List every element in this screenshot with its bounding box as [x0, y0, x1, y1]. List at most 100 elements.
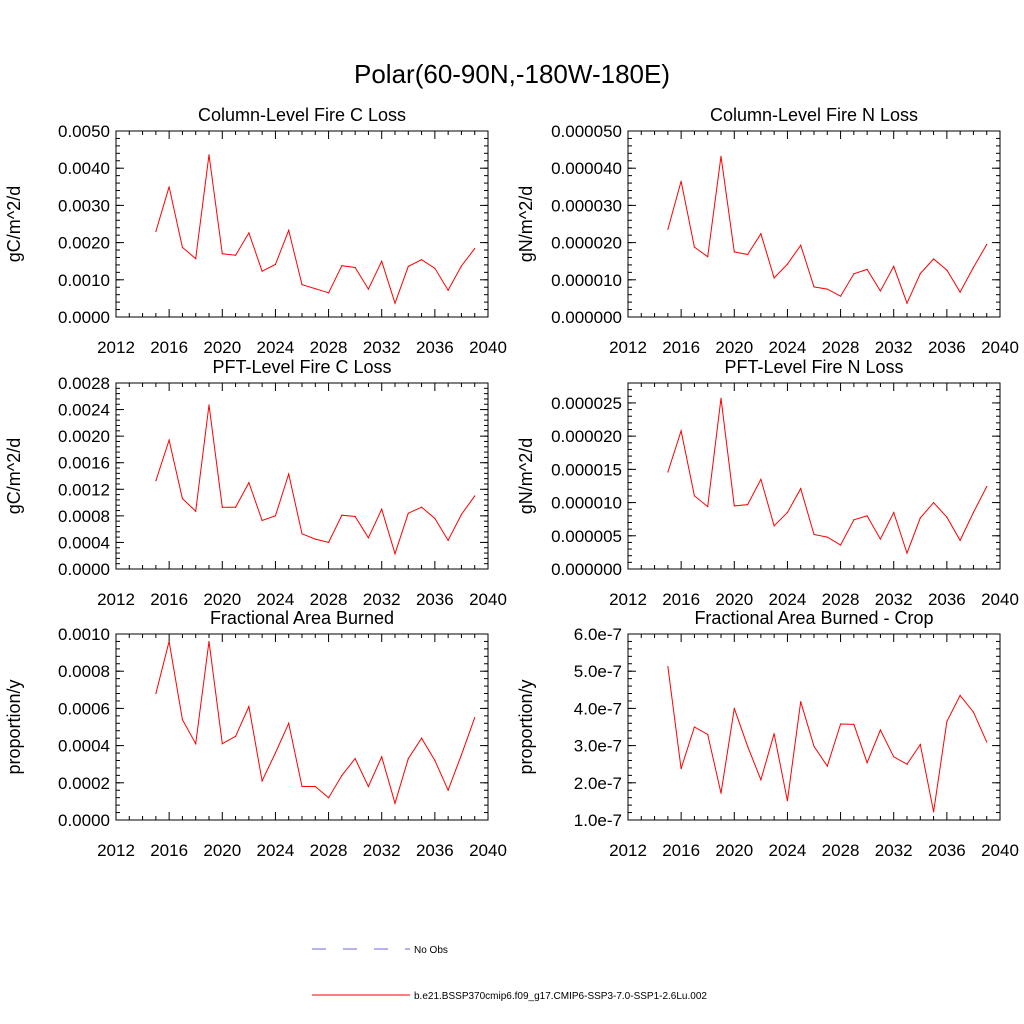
x-tick-label: 2036 [928, 841, 966, 860]
x-tick-label: 2020 [715, 590, 753, 609]
y-axis-label: proportion/y [516, 679, 536, 774]
data-point [288, 229, 290, 231]
x-tick-label: 2028 [822, 590, 860, 609]
data-point [707, 505, 709, 508]
data-point [746, 253, 749, 256]
data-point [234, 735, 237, 737]
y-tick-label: 0.0016 [58, 454, 110, 473]
x-tick-label: 2020 [715, 338, 753, 357]
y-tick-label: 1.0e-7 [574, 811, 622, 830]
data-point [155, 230, 157, 233]
data-point [460, 754, 463, 756]
data-point [354, 266, 356, 269]
y-tick-label: 0.0004 [58, 533, 110, 552]
y-tick-label: 0.0012 [58, 480, 110, 499]
data-point [155, 480, 157, 482]
data-point [760, 233, 762, 235]
data-point [407, 265, 409, 268]
data-point [932, 258, 935, 260]
x-tick-label: 2024 [769, 590, 807, 609]
y-tick-label: 0.0002 [58, 774, 110, 793]
data-point [720, 792, 722, 794]
x-tick-label: 2028 [822, 841, 860, 860]
chart-panel: PFT-Level Fire N Loss gN/m^2/d 2012 2016 202… [516, 357, 1019, 609]
y-tick-label: 0.0040 [58, 159, 110, 178]
data-point [866, 515, 868, 517]
data-point [853, 723, 855, 725]
data-point [906, 302, 908, 304]
data-point [773, 733, 775, 735]
data-point [208, 640, 210, 643]
y-tick-label: 0.0000 [58, 560, 110, 579]
x-tick-label: 2036 [928, 338, 966, 357]
x-tick-label: 2028 [310, 841, 348, 860]
data-point [707, 256, 709, 258]
data-point [155, 692, 157, 695]
y-tick-label: 0.0000 [58, 308, 110, 327]
data-point [906, 763, 908, 765]
data-point [381, 260, 383, 262]
data-point [168, 186, 170, 188]
data-point [181, 497, 184, 500]
data-point [447, 289, 449, 291]
x-tick-label: 2032 [363, 841, 401, 860]
data-point [800, 244, 802, 246]
y-tick-label: 0.0020 [58, 427, 110, 446]
x-tick-label: 2036 [928, 590, 966, 609]
data-point [760, 478, 762, 480]
data-point [314, 785, 316, 788]
data-point [474, 717, 476, 719]
y-axis-label: proportion/y [4, 679, 24, 774]
chart-title: PFT-Level Fire C Loss [212, 357, 391, 377]
data-point [181, 246, 184, 249]
data-point [168, 439, 170, 441]
data-point [460, 265, 463, 267]
data-point [195, 257, 197, 260]
y-axis-label: gN/m^2/d [516, 438, 536, 514]
data-point [367, 537, 370, 539]
data-point [327, 541, 330, 544]
x-tick-label: 2036 [416, 841, 454, 860]
data-point [839, 295, 842, 297]
data-point [301, 785, 303, 788]
data-point [434, 267, 436, 269]
x-tick-label: 2032 [875, 841, 913, 860]
chart-panel: Column-Level Fire C Loss gC/m^2/d 2012 2016… [4, 105, 507, 357]
y-axis-label: gC/m^2/d [4, 438, 24, 514]
data-point [327, 797, 330, 799]
x-tick-label: 2024 [257, 590, 295, 609]
chart-panel: Fractional Area Burned proportion/y 2012 20… [4, 608, 507, 860]
y-tick-label: 0.0006 [58, 699, 110, 718]
data-point [208, 404, 210, 406]
x-tick-label: 2024 [769, 841, 807, 860]
y-tick-label: 0.0028 [58, 374, 110, 393]
y-tick-label: 0.000005 [551, 527, 622, 546]
data-point [906, 552, 908, 554]
data-point [168, 640, 170, 643]
y-tick-label: 0.000010 [551, 271, 622, 290]
data-point [394, 553, 396, 555]
data-point [447, 539, 449, 542]
y-tick-label: 0.000030 [551, 196, 622, 215]
data-point [733, 251, 735, 253]
x-tick-label: 2012 [97, 841, 135, 860]
x-tick-label: 2020 [203, 338, 241, 357]
data-point [680, 768, 682, 770]
x-tick-label: 2028 [310, 338, 348, 357]
x-tick-label: 2040 [469, 338, 507, 357]
data-point [893, 756, 895, 758]
x-tick-label: 2020 [203, 841, 241, 860]
data-point [181, 718, 184, 721]
data-point [986, 243, 988, 246]
data-point [261, 270, 263, 272]
x-tick-label: 2028 [822, 338, 860, 357]
data-point [314, 538, 316, 540]
y-tick-label: 5.0e-7 [574, 662, 622, 681]
data-point [986, 741, 988, 743]
data-point [879, 729, 882, 731]
data-point [800, 488, 802, 490]
legend-model-label: b.e21.BSSP370cmip6.f09_g17.CMIP6-SSP3-7.… [414, 991, 707, 1002]
data-point [367, 288, 370, 290]
